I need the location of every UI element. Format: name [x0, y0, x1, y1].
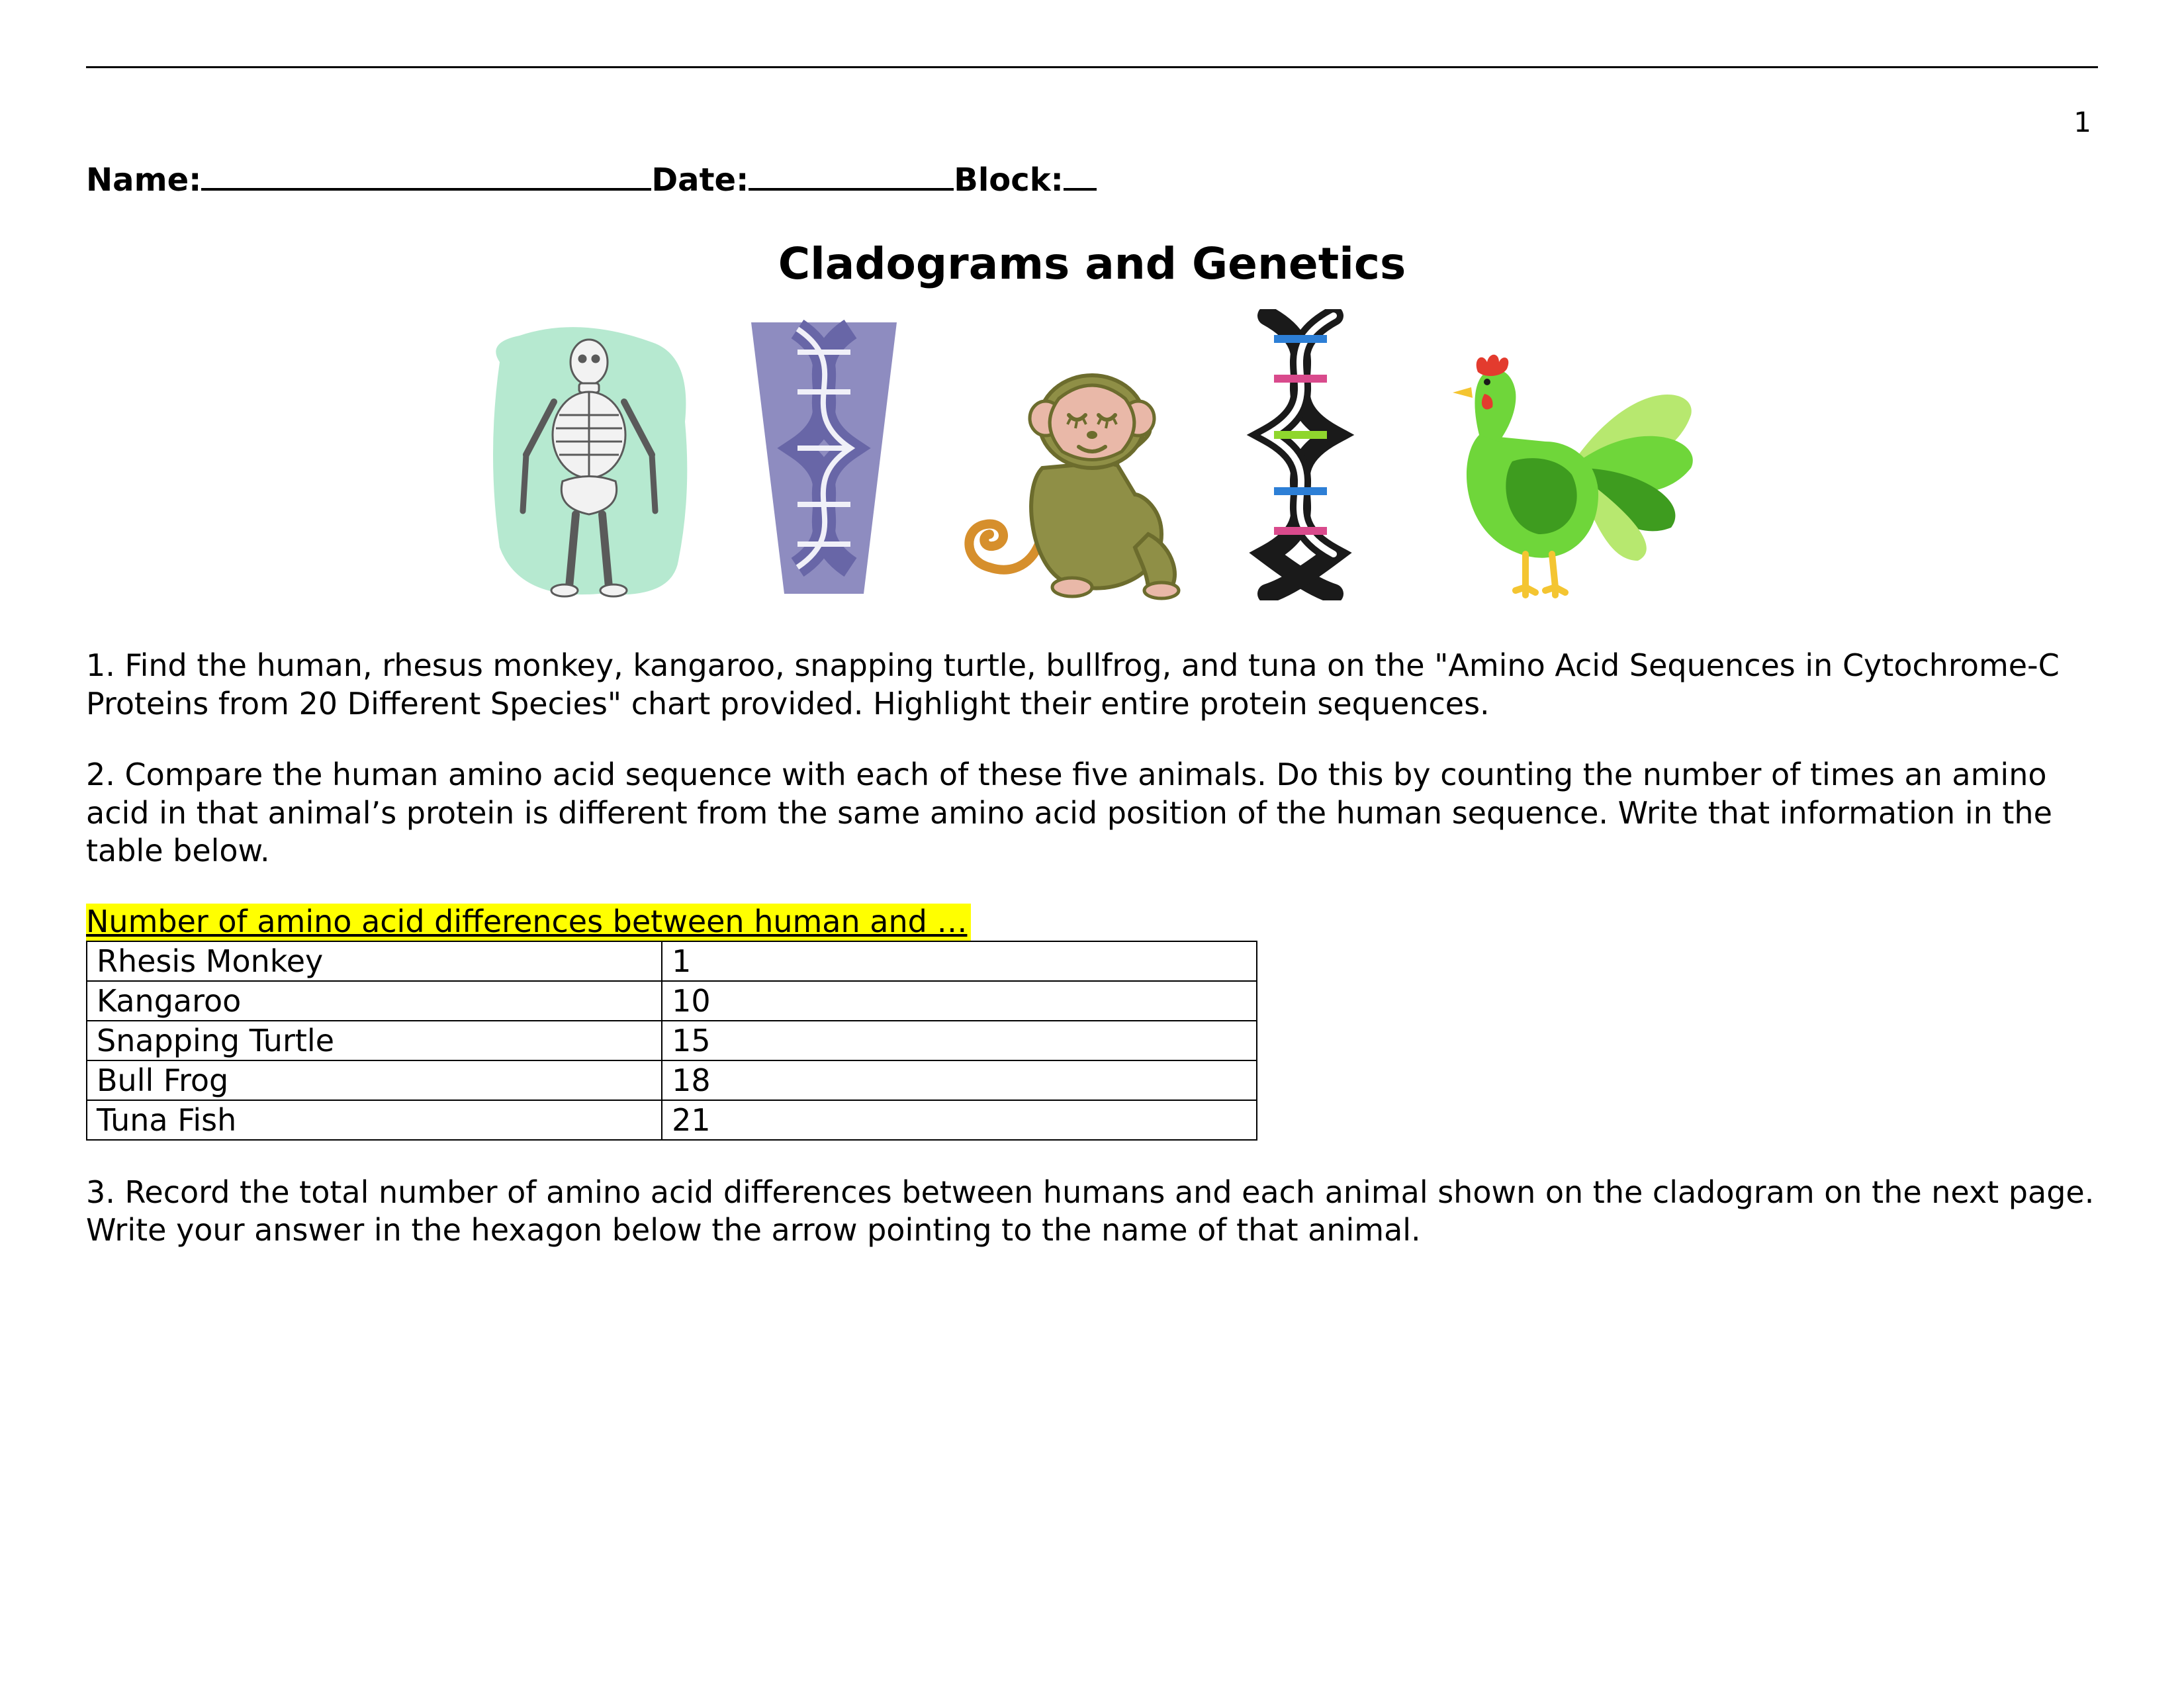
species-cell: Rhesis Monkey — [87, 941, 662, 981]
date-label: Date: — [651, 162, 749, 199]
diff-cell: 18 — [662, 1060, 1257, 1100]
diff-cell: 21 — [662, 1100, 1257, 1140]
block-label: Block: — [954, 162, 1064, 199]
skeleton-icon — [480, 322, 698, 600]
name-label: Name: — [86, 162, 201, 199]
page-title: Cladograms and Genetics — [86, 238, 2098, 289]
student-info-line: Name: Date: Block: — [86, 159, 2098, 199]
diff-cell: 10 — [662, 981, 1257, 1021]
diff-cell: 15 — [662, 1021, 1257, 1060]
diff-cell: 1 — [662, 941, 1257, 981]
species-cell: Kangaroo — [87, 981, 662, 1021]
instruction-1: 1. Find the human, rhesus monkey, kangar… — [86, 647, 2098, 723]
table-caption: Number of amino acid differences between… — [86, 904, 971, 941]
table-row: Snapping Turtle 15 — [87, 1021, 1257, 1060]
instruction-2: 2. Compare the human amino acid sequence… — [86, 756, 2098, 870]
date-blank[interactable] — [749, 159, 954, 191]
dna-bw-icon — [1228, 309, 1373, 600]
rooster-icon — [1400, 336, 1704, 600]
amino-acid-diff-table: Rhesis Monkey 1 Kangaroo 10 Snapping Tur… — [86, 941, 1257, 1141]
table-row: Kangaroo 10 — [87, 981, 1257, 1021]
table-row: Rhesis Monkey 1 — [87, 941, 1257, 981]
page-number: 1 — [2073, 106, 2091, 138]
species-cell: Snapping Turtle — [87, 1021, 662, 1060]
table-row: Tuna Fish 21 — [87, 1100, 1257, 1140]
top-rule — [86, 66, 2098, 68]
species-cell: Tuna Fish — [87, 1100, 662, 1140]
dna-purple-icon — [725, 316, 923, 600]
name-blank[interactable] — [201, 159, 651, 191]
illustration-row — [86, 309, 2098, 600]
species-cell: Bull Frog — [87, 1060, 662, 1100]
page-content: Name: Date: Block: Cladograms and Genetics — [86, 159, 2098, 1283]
instruction-3: 3. Record the total number of amino acid… — [86, 1174, 2098, 1250]
table-row: Bull Frog 18 — [87, 1060, 1257, 1100]
block-blank[interactable] — [1064, 159, 1097, 191]
monkey-icon — [950, 362, 1201, 600]
